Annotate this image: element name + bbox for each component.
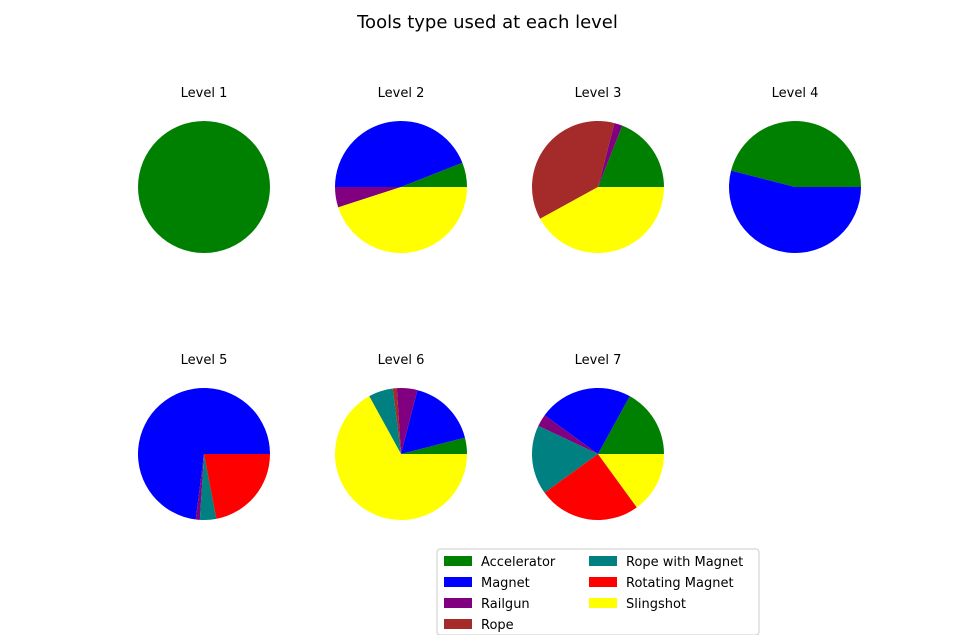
pie-level-1: Level 1 (138, 86, 270, 253)
legend: Accelerator Magnet Railgun Rope Rope with Ma… (436, 548, 760, 635)
pie-level-4: Level 4 (729, 86, 861, 253)
slice-level-3-slingshot (540, 187, 664, 254)
pie-level-2: Level 2 (334, 86, 467, 254)
slice-level-2-magnet (334, 120, 463, 187)
pie-title-level-4: Level 4 (772, 86, 819, 101)
slice-level-5-magnet (137, 388, 270, 520)
legend-swatch-railgun (444, 598, 472, 608)
legend-swatch-accelerator (444, 556, 472, 566)
slice-level-6-rope-with-magnet (369, 388, 401, 454)
legend-item-rotating-magnet: Rotating Magnet (589, 576, 734, 591)
legend-item-slingshot: Slingshot (589, 597, 686, 612)
pie-title-level-3: Level 3 (575, 86, 622, 101)
pie-level-7: Level 7 (531, 353, 664, 521)
legend-item-accelerator: Accelerator (444, 555, 556, 570)
slice-level-5-rotating-magnet (204, 454, 270, 519)
slice-level-7-railgun (538, 415, 598, 454)
legend-label-magnet: Magnet (481, 576, 530, 591)
legend-swatch-rotating-magnet (589, 577, 617, 587)
legend-swatch-rope (444, 619, 472, 629)
chart-title: Tools type used at each level (356, 12, 618, 33)
slice-level-7-magnet (544, 387, 630, 454)
pie-title-level-7: Level 7 (575, 353, 622, 368)
legend-label-rope: Rope (481, 618, 514, 633)
slice-level-7-accelerator (598, 396, 664, 454)
legend-swatch-slingshot (589, 598, 617, 608)
pie-level-6: Level 6 (335, 353, 467, 520)
slice-level-2-slingshot (338, 187, 467, 254)
pie-title-level-6: Level 6 (378, 353, 425, 368)
slice-level-3-railgun (598, 123, 623, 187)
legend-frame (436, 548, 760, 635)
slice-level-6-railgun (396, 387, 418, 454)
legend-item-rope: Rope (444, 618, 514, 633)
slice-level-6-slingshot (335, 396, 467, 520)
slice-level-4-magnet (729, 170, 861, 253)
legend-item-rope-with-magnet: Rope with Magnet (589, 555, 743, 570)
legend-item-railgun: Railgun (444, 597, 530, 612)
slice-level-7-rotating-magnet (544, 454, 637, 521)
legend-label-rotating-magnet: Rotating Magnet (626, 576, 734, 591)
slice-level-5-railgun (195, 454, 204, 520)
slice-level-4-accelerator (731, 120, 861, 187)
slice-level-6-rope (392, 388, 401, 454)
legend-label-railgun: Railgun (481, 597, 530, 612)
legend-swatch-rope-with-magnet (589, 556, 617, 566)
slice-level-7-rope-with-magnet (531, 425, 598, 493)
slice-level-2-railgun (335, 187, 401, 208)
legend-label-accelerator: Accelerator (481, 555, 556, 570)
pie-title-level-2: Level 2 (378, 86, 425, 101)
pie-title-level-1: Level 1 (181, 86, 228, 101)
slice-level-1-accelerator (138, 121, 270, 253)
slice-level-6-magnet (401, 390, 465, 454)
slice-level-6-accelerator (401, 437, 467, 454)
slice-level-5-rope-with-magnet (199, 454, 217, 520)
pie-level-3: Level 3 (531, 86, 664, 254)
pies-layer: Level 1 Level 2 Level 3 Level 4 Level 5 Level… (137, 86, 861, 521)
legend-item-magnet: Magnet (444, 576, 530, 591)
pie-title-level-5: Level 5 (181, 353, 228, 368)
legend-label-rope-with-magnet: Rope with Magnet (626, 555, 743, 570)
slice-level-3-accelerator (598, 125, 664, 187)
pie-level-5: Level 5 (137, 353, 270, 520)
legend-label-slingshot: Slingshot (626, 597, 686, 612)
slice-level-7-slingshot (598, 454, 664, 508)
slice-level-2-accelerator (401, 162, 467, 187)
slice-level-3-rope (531, 120, 615, 219)
legend-swatch-magnet (444, 577, 472, 587)
